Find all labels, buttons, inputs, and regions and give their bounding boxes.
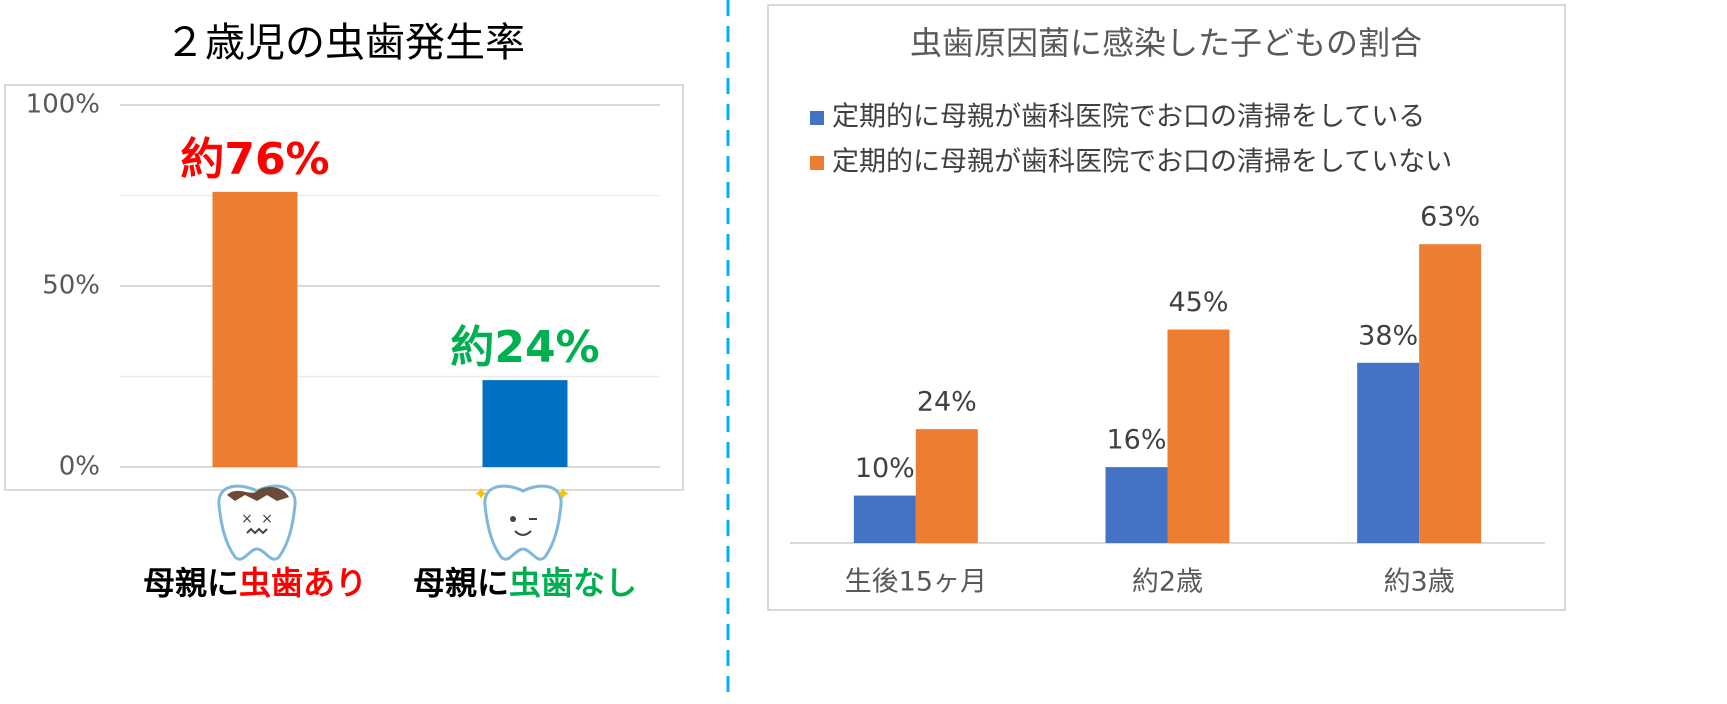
chart-title: 虫歯原因菌に感染した子どもの割合 bbox=[910, 24, 1422, 62]
x-tick-label: 約3歳 bbox=[1384, 567, 1455, 598]
value-label: 24% bbox=[917, 387, 977, 418]
value-label: 16% bbox=[1106, 425, 1166, 456]
x-tick-label: 生後15ヶ月 bbox=[845, 567, 987, 598]
value-label: 45% bbox=[1168, 287, 1228, 318]
x-tick-label-part: 母親に bbox=[413, 564, 509, 602]
y-tick-label: 50% bbox=[42, 271, 100, 301]
bar bbox=[915, 429, 978, 543]
x-tick-label: 母親に虫歯なし bbox=[413, 564, 637, 602]
right-frame bbox=[767, 4, 1566, 611]
legend-label: 定期的に母親が歯科医院でお口の清掃をしていない bbox=[832, 147, 1452, 178]
legend-swatch bbox=[810, 156, 824, 170]
svg-text:✦: ✦ bbox=[555, 484, 570, 505]
y-tick-label: 100% bbox=[26, 90, 100, 120]
bar bbox=[1167, 329, 1230, 543]
svg-text:×: × bbox=[261, 511, 273, 527]
bar bbox=[482, 380, 568, 467]
x-tick-label: 約2歳 bbox=[1132, 567, 1203, 598]
svg-text:×: × bbox=[241, 511, 253, 527]
bar bbox=[1357, 362, 1420, 543]
bar bbox=[1419, 244, 1482, 543]
value-label: 38% bbox=[1358, 320, 1418, 351]
value-label: 10% bbox=[855, 453, 915, 484]
y-tick-label: 0% bbox=[59, 452, 100, 482]
value-label: 約24% bbox=[450, 322, 599, 373]
legend-label: 定期的に母親が歯科医院でお口の清掃をしている bbox=[832, 102, 1425, 133]
svg-text:✦: ✦ bbox=[473, 484, 488, 505]
tooth-icon-sad: × × bbox=[217, 484, 297, 561]
x-tick-label: 母親に虫歯あり bbox=[143, 564, 367, 602]
legend-swatch bbox=[810, 111, 824, 125]
value-label: 約76% bbox=[180, 134, 329, 185]
x-tick-label-part: 母親に bbox=[143, 564, 239, 602]
bar bbox=[212, 191, 298, 467]
bar bbox=[853, 495, 916, 543]
tooth-icon-happy: ✦ ✦ bbox=[473, 484, 571, 561]
value-label: 63% bbox=[1420, 202, 1480, 233]
x-tick-label-part: 虫歯あり bbox=[239, 564, 367, 602]
bar bbox=[1105, 467, 1168, 543]
left-frame bbox=[4, 84, 684, 491]
x-tick-label-part: 虫歯なし bbox=[509, 564, 637, 602]
chart-title: ２歳児の虫歯発生率 bbox=[165, 20, 525, 66]
